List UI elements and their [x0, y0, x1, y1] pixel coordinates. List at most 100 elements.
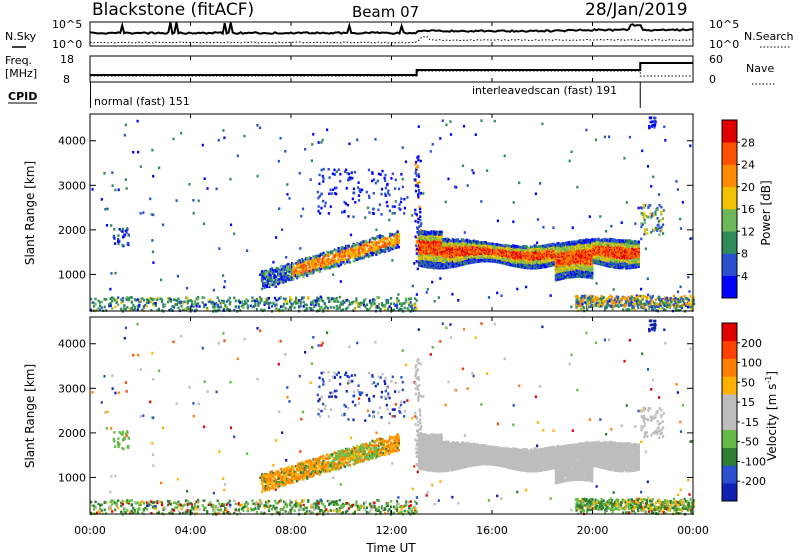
power-cell — [368, 245, 372, 248]
power-cell — [273, 282, 276, 285]
power-cell — [536, 241, 539, 245]
power-cell — [146, 301, 149, 304]
power-cell — [375, 245, 378, 249]
power-cell — [257, 300, 260, 303]
power-cell — [391, 244, 394, 247]
power-cell — [473, 239, 476, 243]
power-cell — [358, 247, 361, 250]
power-cell — [324, 266, 328, 269]
power-cell — [90, 308, 93, 312]
power-cell — [373, 249, 377, 252]
power-cell — [444, 255, 447, 258]
power-cell — [364, 297, 367, 301]
power-cell — [354, 201, 357, 204]
power-cell — [496, 219, 499, 223]
power-cell — [399, 302, 402, 306]
power-cell — [470, 261, 473, 264]
power-cell — [293, 269, 296, 273]
power-cell — [318, 195, 321, 198]
power-cell — [436, 256, 439, 260]
power-cell — [662, 308, 665, 311]
power-cell — [94, 303, 97, 306]
power-cell — [137, 150, 140, 154]
power-cell — [306, 274, 309, 277]
power-cell — [380, 192, 383, 196]
power-cell — [260, 278, 264, 281]
power-cell — [263, 271, 266, 274]
power-cell — [353, 246, 356, 250]
power-cell — [413, 262, 416, 265]
power-cell — [322, 199, 325, 203]
power-cell — [111, 171, 114, 174]
power-cell — [130, 296, 133, 299]
power-cell — [310, 307, 313, 310]
power-cell — [361, 257, 364, 260]
power-cell — [335, 192, 338, 196]
power-cell — [264, 277, 267, 281]
power-cell — [459, 260, 462, 263]
power-cell — [398, 207, 401, 210]
power-cell — [394, 304, 397, 307]
power-cell — [356, 305, 359, 308]
power-cell — [313, 262, 316, 265]
power-heatmap — [90, 116, 696, 313]
power-cell — [421, 229, 424, 233]
power-cell — [151, 302, 154, 306]
power-cell — [400, 307, 403, 311]
power-cell — [308, 266, 311, 269]
power-cell — [113, 237, 116, 240]
power-cell — [209, 298, 212, 301]
power-cell — [251, 296, 254, 299]
power-cell — [635, 302, 638, 305]
power-cell — [419, 263, 422, 266]
power-cell — [291, 270, 294, 273]
power-cell — [326, 307, 329, 310]
noise-tick-low-right: 10^0 — [709, 38, 739, 51]
power-cell — [327, 212, 330, 215]
power-cell — [112, 234, 115, 238]
power-cell — [415, 252, 418, 255]
power-cell — [476, 260, 480, 263]
power-cell — [335, 299, 338, 303]
power-cell — [644, 307, 647, 311]
power-cell — [138, 303, 141, 307]
power-cell — [319, 262, 323, 265]
power-cell — [302, 264, 305, 267]
power-cell — [308, 256, 311, 259]
power-cell — [397, 299, 400, 303]
power-cell — [306, 272, 309, 276]
power-cell — [324, 201, 327, 205]
power-cell — [274, 281, 277, 284]
power-cell — [91, 188, 94, 191]
power-cell — [386, 240, 389, 243]
power-cell — [341, 302, 344, 306]
power-cell — [291, 268, 294, 272]
power-cell — [374, 304, 378, 308]
power-cell — [355, 247, 358, 250]
power-cell — [382, 244, 385, 247]
power-cell — [310, 308, 313, 311]
power-cell — [292, 302, 295, 306]
power-cell — [650, 308, 653, 311]
power-cell — [411, 214, 414, 217]
power-cell — [333, 192, 337, 195]
power-cell — [353, 170, 357, 174]
power-cell — [466, 244, 470, 248]
power-cell — [403, 306, 406, 310]
power-cell — [356, 251, 359, 255]
power-cell — [295, 298, 298, 302]
power-cell — [291, 272, 294, 276]
power-cell — [333, 260, 336, 264]
power-cell — [376, 248, 379, 251]
power-cell — [301, 258, 304, 261]
power-cell — [154, 302, 157, 305]
power-cell — [440, 248, 443, 251]
power-cell — [152, 213, 155, 217]
power-cell — [183, 308, 186, 311]
power-cell — [358, 304, 361, 308]
power-cell — [641, 298, 644, 301]
power-cell — [192, 199, 195, 202]
power-cell — [370, 303, 373, 306]
power-cell — [316, 190, 319, 194]
power-cell — [348, 248, 351, 252]
